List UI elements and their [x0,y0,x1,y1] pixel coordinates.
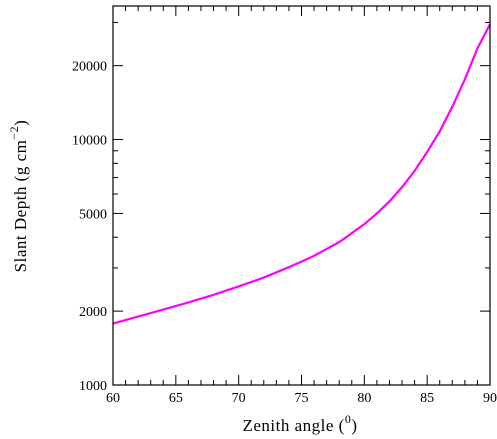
y-axis-title-superscript: −2 [7,126,21,140]
y-tick-label: 2000 [79,305,107,320]
series-line [112,23,491,325]
x-tick-label: 90 [483,391,497,406]
y-tick-label: 20000 [72,60,107,75]
tick-labels-layer: 60 65 70 75 80 85 90 1000 2000 5000 10000 20000 [72,60,497,406]
x-tick-label: 75 [295,391,309,406]
y-axis-title: Slant Depth (g cm−2) [7,120,30,273]
x-tick-label: 60 [106,391,120,406]
x-tick-label: 70 [232,391,246,406]
y-tick-label: 5000 [79,207,107,222]
x-tick-label: 65 [169,391,183,406]
ticks-layer [112,6,491,386]
y-tick-label: 10000 [72,134,107,149]
x-tick-label: 85 [420,391,434,406]
x-axis-title-superscript: 0 [345,412,352,426]
x-axis-title: Zenith angle (0) [242,412,357,435]
plot-frame [112,5,491,386]
x-tick-label: 80 [357,391,371,406]
y-tick-label: 1000 [79,379,107,394]
